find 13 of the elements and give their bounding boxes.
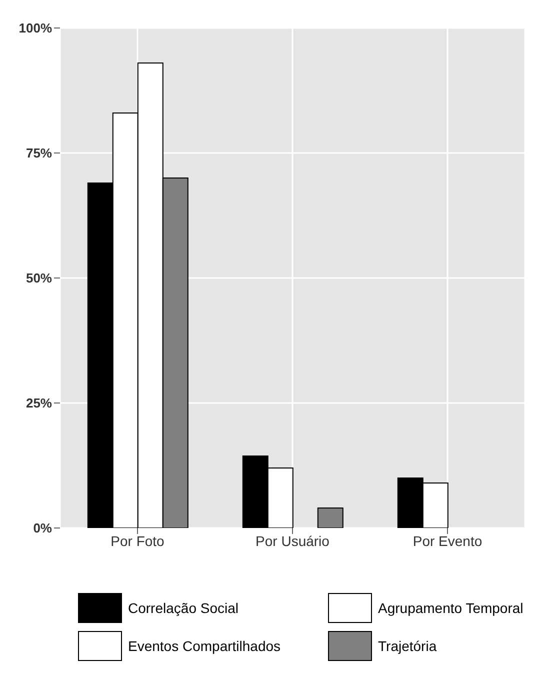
x-tick-label: Por Evento	[412, 532, 482, 549]
y-tick-label: 50%	[26, 270, 52, 286]
legend-label: Correlação Social	[128, 600, 238, 616]
legend-label: Eventos Compartilhados	[128, 638, 281, 654]
y-tick-label: 0%	[33, 520, 52, 536]
y-tick-label: 100%	[18, 20, 52, 36]
legend-label: Agrupamento Temporal	[378, 600, 524, 616]
bar	[317, 508, 344, 528]
legend-label: Trajetória	[378, 638, 437, 654]
y-tick-label: 75%	[26, 146, 52, 161]
x-tick-label: Por Usuário	[256, 532, 330, 549]
x-tick-label: Por Foto	[110, 532, 165, 549]
y-tick-label: 25%	[26, 396, 52, 411]
